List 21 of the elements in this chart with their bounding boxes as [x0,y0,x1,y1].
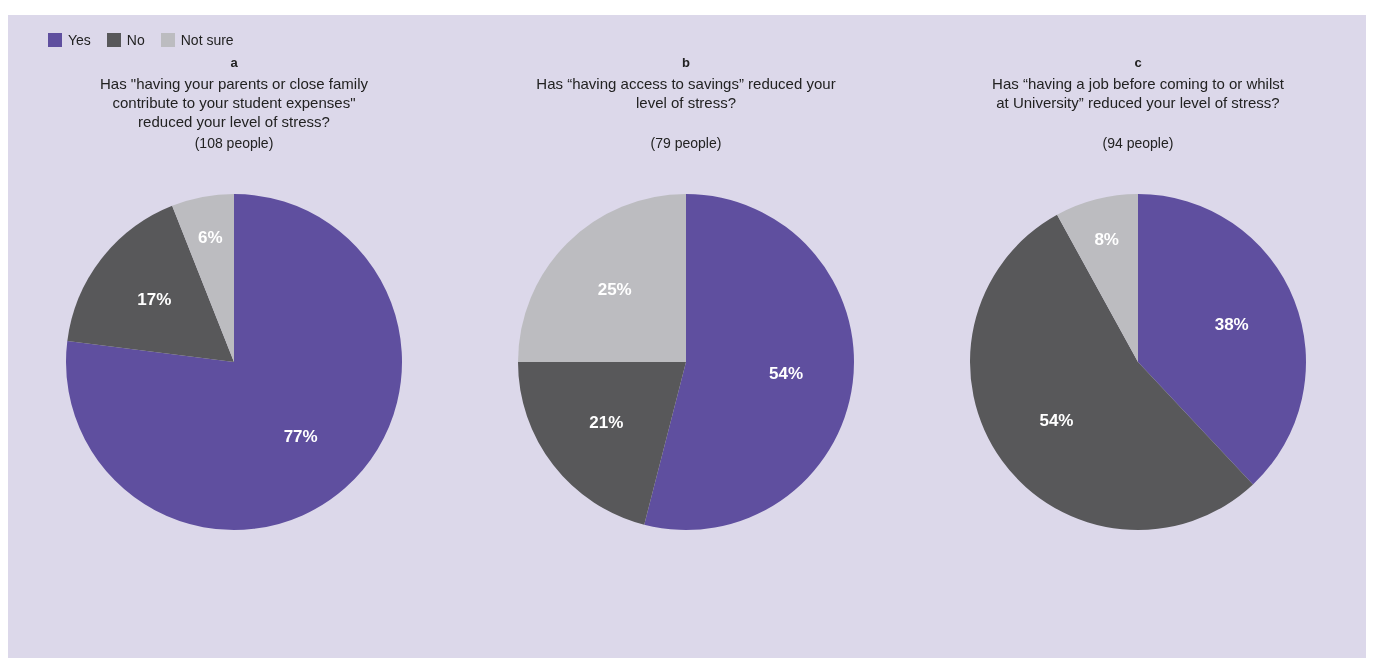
text: (79 people) [649,135,723,151]
data-label: 21% [589,413,624,433]
chart-title: b [681,55,691,70]
data-label: 77% [283,427,318,447]
data-label: 25% [597,280,632,300]
data-label: 54% [768,364,804,384]
chart-title: c [1133,55,1143,70]
text: (108 people) [193,135,275,151]
legend-label: Not sure [180,32,234,48]
data-label: 6% [198,227,223,247]
chart-subtitle: Has “having access to savings” reduced your level of stress? [536,74,836,113]
chart-subtitle: Has “having a job before coming to or whilst at University” reduced your level of stress? [991,74,1285,113]
text: Has "having your parents or close family contribute to your student expenses" reduced your level of stress? [99,74,369,131]
data-label: 38% [1214,314,1249,334]
data-label: 8% [1094,229,1119,249]
legend-label: No [126,32,145,48]
text: (94 people) [1101,135,1175,151]
legend-label: Yes [68,32,91,48]
text: a [229,55,239,70]
data-label: 54% [1039,410,1074,430]
data-label: 17% [137,289,172,309]
